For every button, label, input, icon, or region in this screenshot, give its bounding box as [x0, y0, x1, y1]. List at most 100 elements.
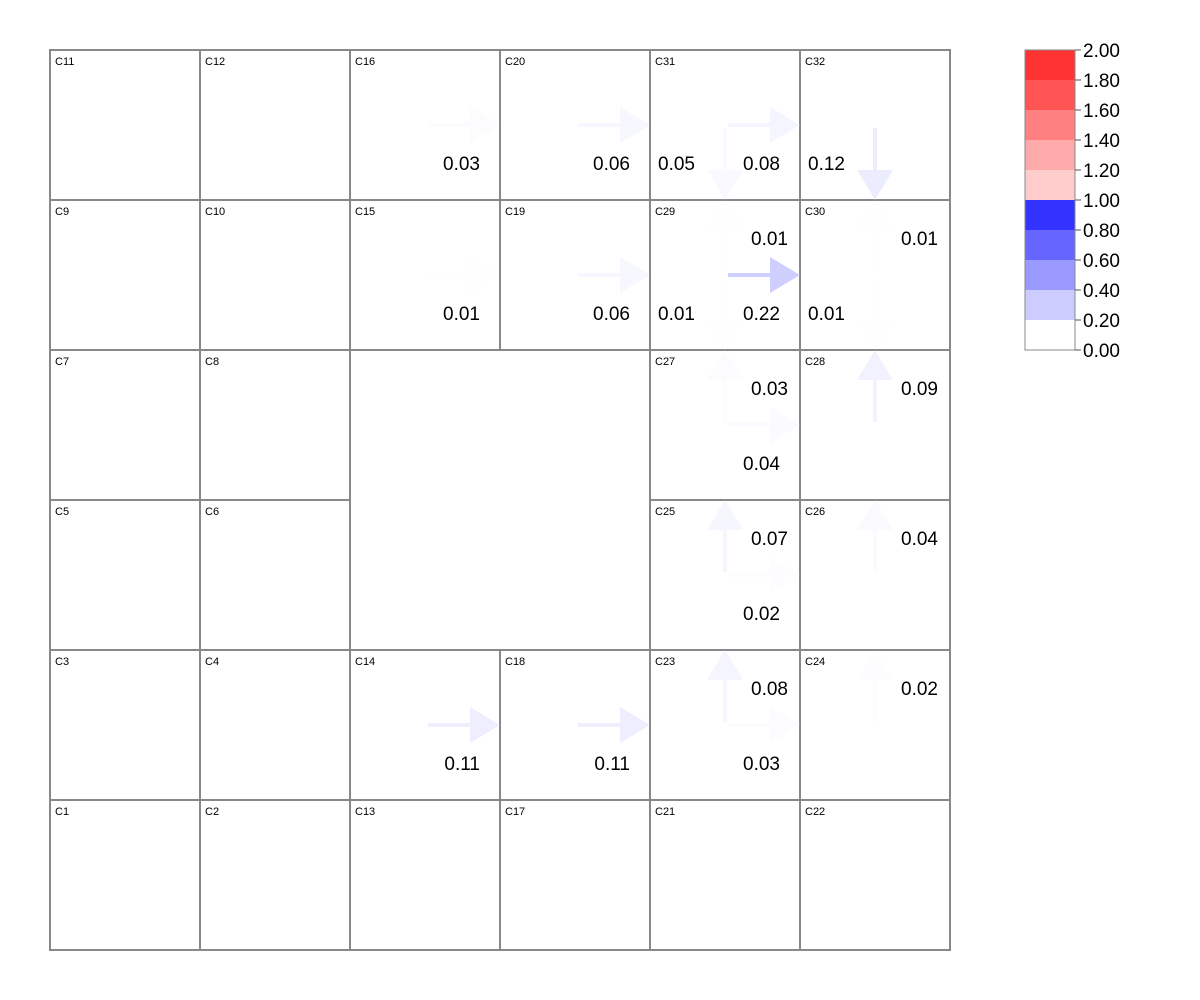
cell-c30: C30	[799, 199, 951, 351]
arrow-shape	[707, 650, 743, 722]
legend-tick-label: 0.20	[1083, 311, 1120, 332]
flow-value-label: 0.12	[808, 154, 845, 175]
arrow-shape	[728, 257, 800, 293]
cell-label: C27	[655, 356, 675, 368]
legend-tick-label: 1.80	[1083, 71, 1120, 92]
cell-label: C26	[805, 506, 825, 518]
flow-arrow-c30-c28	[857, 278, 893, 350]
legend-swatch	[1025, 320, 1075, 350]
cell-label: C32	[805, 56, 825, 68]
cell-c2: C2	[199, 799, 351, 951]
flow-value-label: 0.06	[593, 154, 630, 175]
cell-label: C9	[55, 206, 69, 218]
flow-value-label: 0.08	[743, 154, 780, 175]
flow-value-label: 0.04	[901, 529, 938, 550]
cell-label: C1	[55, 806, 69, 818]
cell-label: C2	[205, 806, 219, 818]
flow-arrow-c23-c24	[728, 707, 800, 743]
cell-label: C4	[205, 656, 219, 668]
arrow-shape	[857, 200, 893, 272]
cell-label: C19	[505, 206, 525, 218]
cell-label: C11	[55, 56, 74, 68]
cell-c1: C1	[49, 799, 201, 951]
legend-tick-label: 1.40	[1083, 131, 1120, 152]
cell-label: C21	[655, 806, 675, 818]
flow-arrow-c19-c29	[578, 257, 650, 293]
cell-box	[499, 799, 651, 951]
arrow-shape	[428, 107, 500, 143]
arrow-shape	[578, 257, 650, 293]
flow-value-label: 0.03	[443, 154, 480, 175]
flow-arrow-c20-c31	[578, 107, 650, 143]
cell-box	[799, 199, 951, 351]
flow-value-label: 0.11	[444, 754, 480, 775]
cell-box	[349, 799, 501, 951]
flow-arrow-c14-c18	[428, 707, 500, 743]
flow-arrow-c24-c26	[857, 650, 893, 722]
arrow-shape	[857, 350, 893, 422]
flow-value-label: 0.01	[901, 229, 938, 250]
legend-swatch	[1025, 230, 1075, 260]
cell-label: C30	[805, 206, 825, 218]
arrows-layer	[428, 107, 893, 743]
arrow-shape	[428, 257, 500, 293]
legend-swatch	[1025, 110, 1075, 140]
flow-value-label: 0.09	[901, 379, 938, 400]
cell-box	[799, 799, 951, 951]
cell-label: C5	[55, 506, 69, 518]
flow-arrow-c31-c29	[707, 128, 743, 200]
flow-value-label: 0.06	[593, 304, 630, 325]
flow-value-label: 0.07	[751, 529, 788, 550]
legend-tick-label: 0.60	[1083, 251, 1120, 272]
cell-box	[199, 349, 351, 501]
cell-label: C12	[205, 56, 225, 68]
arrow-shape	[707, 200, 743, 272]
cell-box	[49, 799, 201, 951]
flow-value-label: 0.11	[594, 754, 630, 775]
flow-value-label: 0.01	[658, 304, 695, 325]
arrow-shape	[857, 500, 893, 572]
cell-box	[349, 199, 501, 351]
cell-box	[49, 349, 201, 501]
legend-swatch	[1025, 260, 1075, 290]
arrow-shape	[857, 278, 893, 350]
cell-c11: C11	[49, 49, 201, 201]
legend-swatch	[1025, 200, 1075, 230]
arrow-shape	[707, 500, 743, 572]
cell-label: C20	[505, 56, 525, 68]
flow-arrow-c29-c31	[707, 200, 743, 272]
flow-value-label: 0.03	[743, 754, 780, 775]
cell-label: C14	[355, 656, 375, 668]
cell-box	[649, 799, 801, 951]
cell-label: C3	[55, 656, 69, 668]
flow-arrow-c16-c20	[428, 107, 500, 143]
flow-arrow-c23-c25	[707, 650, 743, 722]
flow-value-label: 0.02	[901, 679, 938, 700]
cell-c15: C15	[349, 199, 501, 351]
cell-label: C29	[655, 206, 675, 218]
cell-label: C31	[655, 56, 675, 68]
cells-layer: C1 C2 C3 C4 C5 C6 C7 C8 C9 C10 C11 C12 C13 C14 C15 C16 C…	[49, 49, 951, 951]
flow-arrow-c32-c30	[857, 128, 893, 200]
cell-c26: C26	[799, 499, 951, 651]
flow-arrow-c27-c28	[728, 407, 800, 443]
legend-tick-label: 1.20	[1083, 161, 1120, 182]
cell-label: C17	[505, 806, 525, 818]
arrow-shape	[728, 557, 800, 593]
cell-c10: C10	[199, 199, 351, 351]
arrow-shape	[857, 128, 893, 200]
cell-c8: C8	[199, 349, 351, 501]
cell-label: C13	[355, 806, 375, 818]
color-legend: 2.00 1.80 1.60 1.40 1.20 1.00 0.80 0.60 0.40 0.20…	[1024, 41, 1120, 362]
cell-box	[49, 49, 201, 201]
cell-box	[199, 199, 351, 351]
arrow-shape	[578, 707, 650, 743]
flow-arrow-c25-c27	[707, 500, 743, 572]
legend-tick-label: 1.00	[1083, 191, 1120, 212]
flow-value-label: 0.01	[808, 304, 845, 325]
cell-box	[49, 199, 201, 351]
flow-value-label: 0.22	[743, 304, 780, 325]
cell-c13: C13	[349, 799, 501, 951]
arrow-shape	[728, 107, 800, 143]
cell-box	[799, 499, 951, 651]
